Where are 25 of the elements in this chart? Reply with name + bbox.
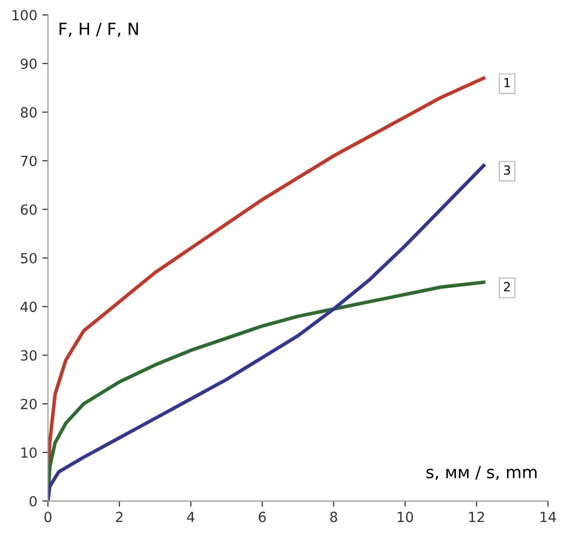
x-tick-label: 0 — [44, 512, 52, 522]
y-tick-label: 40 — [20, 302, 37, 312]
y-tick-label: 100 — [12, 10, 37, 20]
y-tick-label: 70 — [21, 156, 37, 166]
series-label: 2 — [504, 282, 510, 292]
x-tick-label: 6 — [258, 512, 266, 522]
x-tick-label: 8 — [330, 512, 338, 522]
x-tick-label: 4 — [187, 512, 194, 522]
line-series — [48, 164, 486, 502]
x-tick-label: 10 — [398, 512, 414, 522]
y-tick-label: 10 — [21, 447, 37, 458]
y-tick-label: 20 — [20, 398, 37, 410]
y-axis-title: F, Н / F, N — [60, 22, 138, 37]
y-tick-label: 80 — [20, 107, 37, 118]
x-tick-label: 12 — [469, 512, 484, 522]
x-tick-label: 2 — [116, 512, 122, 522]
y-tick-label: 0 — [30, 496, 37, 506]
y-tick-label: 90 — [20, 58, 37, 70]
y-tick-label: 50 — [20, 252, 37, 264]
y-tick-label: 60 — [20, 204, 37, 215]
x-tick-label: 14 — [540, 512, 556, 522]
x-axis-title: s, мм / s, mm — [426, 466, 537, 480]
series-label: 3 — [504, 165, 510, 175]
y-tick-label: 30 — [20, 350, 37, 361]
series-label: 1 — [504, 78, 510, 88]
